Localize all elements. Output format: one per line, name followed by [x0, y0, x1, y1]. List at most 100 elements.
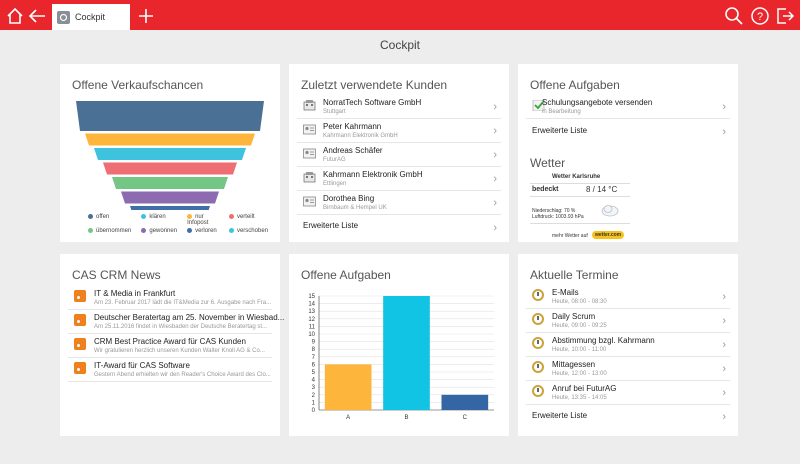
bar-C[interactable]	[441, 394, 489, 410]
y-tick-label: 12	[308, 317, 315, 323]
funnel-stage[interactable]	[85, 133, 255, 146]
chevron-right-icon: ›	[493, 197, 497, 209]
chevron-right-icon: ›	[722, 411, 726, 423]
clock-icon	[532, 289, 544, 301]
y-tick-label: 15	[308, 294, 315, 300]
search-icon[interactable]	[724, 6, 744, 26]
appointment-row[interactable]: Anruf bei FuturAG Heute, 13:35 - 14:05 ›	[526, 383, 730, 405]
y-tick-label: 5	[312, 370, 316, 376]
appointment-subtitle: Heute, 10:00 - 11:00	[552, 347, 607, 353]
appointment-subtitle: Heute, 09:00 - 09:25	[552, 323, 607, 329]
sales-funnel-card: Offene Verkaufschancen offen klären nur In…	[60, 64, 280, 242]
legend-item: übernommen	[88, 228, 131, 234]
task-check-icon	[532, 100, 545, 111]
funnel-stage[interactable]	[94, 148, 246, 160]
funnel-stage[interactable]	[130, 206, 210, 210]
open-tasks-card: Offene Aufgaben Schulungsangebote versen…	[518, 64, 738, 242]
task-row[interactable]: Schulungsangebote versenden in Bearbeitu…	[526, 97, 730, 119]
back-arrow-icon[interactable]	[27, 6, 47, 26]
chevron-right-icon: ›	[722, 126, 726, 138]
appointment-title: Daily Scrum	[552, 312, 596, 321]
clock-icon	[532, 361, 544, 373]
tasks-extended-list-link[interactable]: Erweiterte Liste ›	[526, 122, 730, 139]
news-row[interactable]: Deutscher Beratertag am 25. November in …	[68, 312, 284, 334]
customer-row[interactable]: Peter Kahrmann Kahrmann Elektronik GmbH ›	[297, 121, 501, 143]
card-title: CAS CRM News	[72, 268, 161, 282]
y-tick-label: 10	[308, 332, 315, 338]
tab-label: Cockpit	[75, 12, 106, 22]
legend-label: verschoben	[236, 228, 268, 235]
appointment-row[interactable]: Mittagessen Heute, 12:00 - 13:00 ›	[526, 359, 730, 381]
customer-row[interactable]: NorratTech Software GmbH Stuttgart ›	[297, 97, 501, 119]
rss-icon	[74, 338, 86, 350]
extended-list-link[interactable]: Erweiterte Liste ›	[297, 218, 501, 235]
legend-dot-icon	[187, 214, 193, 219]
legend-item: gewonnen	[141, 228, 177, 234]
customer-subtitle: FuturAG	[323, 157, 346, 163]
news-row[interactable]: IT & Media in Frankfurt Am 23. Februar 20…	[68, 288, 272, 310]
help-icon[interactable]: ?	[750, 6, 770, 26]
legend-label: offen	[96, 214, 110, 221]
building-icon	[303, 172, 316, 183]
customer-subtitle: Stuttgart	[323, 109, 346, 115]
bar-B[interactable]	[383, 296, 430, 410]
news-subtitle: Gestern Abend erhielten wir den Reader's…	[94, 372, 271, 378]
news-row[interactable]: IT-Award für CAS Software Gestern Abend e…	[68, 360, 272, 382]
rss-icon	[74, 314, 86, 326]
funnel-stage[interactable]	[112, 177, 228, 189]
appointment-subtitle: Heute, 08:00 - 08:30	[552, 299, 607, 305]
funnel-legend: offen klären nur Infopost verteilt übernomme…	[88, 214, 268, 234]
funnel-stage[interactable]	[76, 101, 264, 131]
chevron-right-icon: ›	[493, 101, 497, 113]
customer-row[interactable]: Kahrmann Elektronik GmbH Ettlingen ›	[297, 169, 501, 191]
weather-title: Wetter	[530, 156, 566, 170]
funnel-stage[interactable]	[121, 191, 219, 204]
y-tick-label: 8	[312, 347, 316, 353]
funnel-stage[interactable]	[103, 162, 237, 175]
customer-row[interactable]: Andreas Schäfer FuturAG ›	[297, 145, 501, 167]
appointment-row[interactable]: Abstimmung bzgl. Kahrmann Heute, 10:00 - …	[526, 335, 730, 357]
rss-icon	[74, 290, 86, 302]
chevron-right-icon: ›	[722, 387, 726, 399]
weather-widget[interactable]: Wetter Karlsruhe bedeckt 8 / 14 °C Niede…	[530, 174, 630, 248]
svg-text:?: ?	[757, 11, 763, 23]
y-tick-label: 3	[312, 385, 316, 391]
news-title: IT-Award für CAS Software	[94, 361, 190, 370]
person-card-icon	[303, 148, 316, 159]
extended-list-label: Erweiterte Liste	[532, 126, 588, 135]
funnel-chart[interactable]	[60, 98, 280, 210]
appointment-title: Abstimmung bzgl. Kahrmann	[552, 336, 655, 345]
legend-label: verloren	[195, 228, 217, 235]
person-card-icon	[303, 124, 316, 135]
appointment-subtitle: Heute, 13:35 - 14:05	[552, 395, 607, 401]
news-row[interactable]: CRM Best Practice Award für CAS Kunden Wi…	[68, 336, 272, 358]
card-title: Offene Aufgaben	[530, 78, 620, 92]
home-icon[interactable]	[5, 6, 25, 26]
legend-dot-icon	[141, 214, 147, 219]
legend-dot-icon	[228, 214, 234, 219]
logout-icon[interactable]	[775, 6, 795, 26]
bar-A[interactable]	[324, 364, 372, 410]
add-tab-icon[interactable]	[136, 6, 156, 26]
appointment-row[interactable]: Daily Scrum Heute, 09:00 - 09:25 ›	[526, 311, 730, 333]
customer-row[interactable]: Dorothea Bing Birnbaum & Hempel UK ›	[297, 193, 501, 215]
appointments-extended-list-link[interactable]: Erweiterte Liste ›	[526, 407, 730, 425]
customer-title: Andreas Schäfer	[323, 146, 383, 155]
task-status: in Bearbeitung	[542, 109, 581, 115]
tab-cockpit[interactable]: Cockpit	[52, 4, 130, 30]
customer-title: Dorothea Bing	[323, 194, 375, 203]
legend-item: klären	[141, 214, 177, 226]
cockpit-logo-icon	[57, 10, 70, 24]
task-name: Schulungsangebote versenden	[542, 98, 653, 107]
chevron-right-icon: ›	[722, 291, 726, 303]
rss-icon	[74, 362, 86, 374]
legend-label: übernommen	[96, 228, 132, 235]
appointment-row[interactable]: E-Mails Heute, 08:00 - 08:30 ›	[526, 287, 730, 309]
card-title: Zuletzt verwendete Kunden	[301, 78, 448, 92]
appointment-subtitle: Heute, 12:00 - 13:00	[552, 371, 607, 377]
y-tick-label: 9	[312, 340, 316, 346]
news-title: CRM Best Practice Award für CAS Kunden	[94, 337, 246, 346]
appointment-title: Anruf bei FuturAG	[552, 384, 617, 393]
weather-brand-link[interactable]: wetter.com	[592, 231, 625, 239]
